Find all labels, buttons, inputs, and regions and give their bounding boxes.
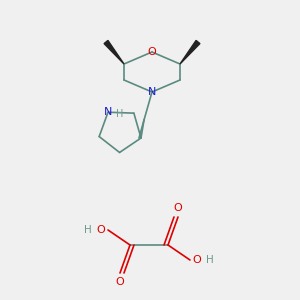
Text: H: H [116, 109, 124, 119]
Text: O: O [97, 225, 105, 235]
Polygon shape [180, 40, 200, 64]
Text: O: O [174, 203, 182, 213]
Text: H: H [206, 255, 214, 265]
Text: H: H [84, 225, 92, 235]
Text: N: N [104, 107, 112, 117]
Text: O: O [193, 255, 201, 265]
Polygon shape [104, 40, 124, 64]
Text: N: N [148, 87, 156, 97]
Text: O: O [116, 277, 124, 287]
Text: O: O [148, 47, 156, 57]
